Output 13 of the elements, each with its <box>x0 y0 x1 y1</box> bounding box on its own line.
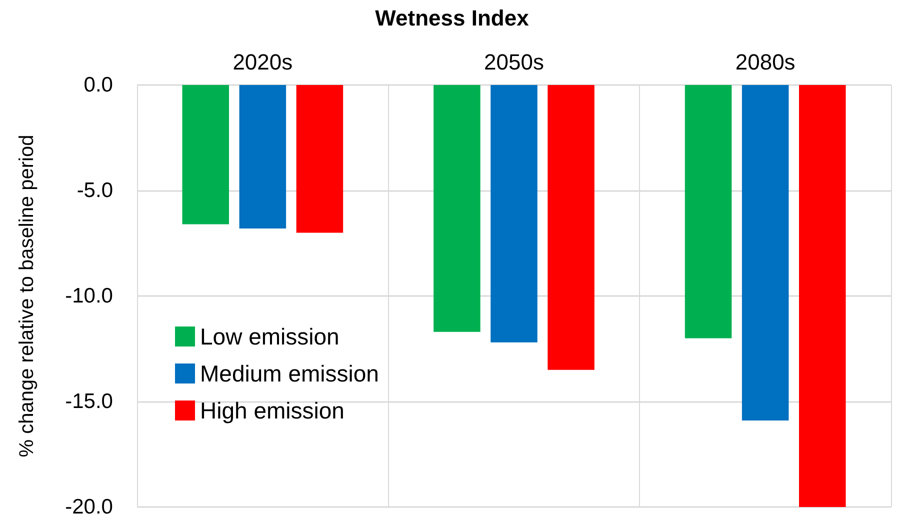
y-tick-label: -10.0 <box>65 284 113 308</box>
x-tick-label: 2020s <box>232 50 293 74</box>
x-tick-label: 2080s <box>735 50 796 74</box>
y-tick-label: -5.0 <box>76 179 113 202</box>
legend-label: Medium emission <box>200 360 379 386</box>
chart-title: Wetness Index <box>375 6 530 30</box>
y-tick-label: -15.0 <box>65 390 113 413</box>
y-tick-label: 0.0 <box>84 74 113 96</box>
legend-label: Low emission <box>200 324 340 350</box>
legend-label: High emission <box>200 398 344 424</box>
y-axis-title: % change relative to baseline period <box>16 134 38 458</box>
y-tick-label: -20.0 <box>65 496 113 518</box>
x-tick-label: 2050s <box>484 50 544 74</box>
